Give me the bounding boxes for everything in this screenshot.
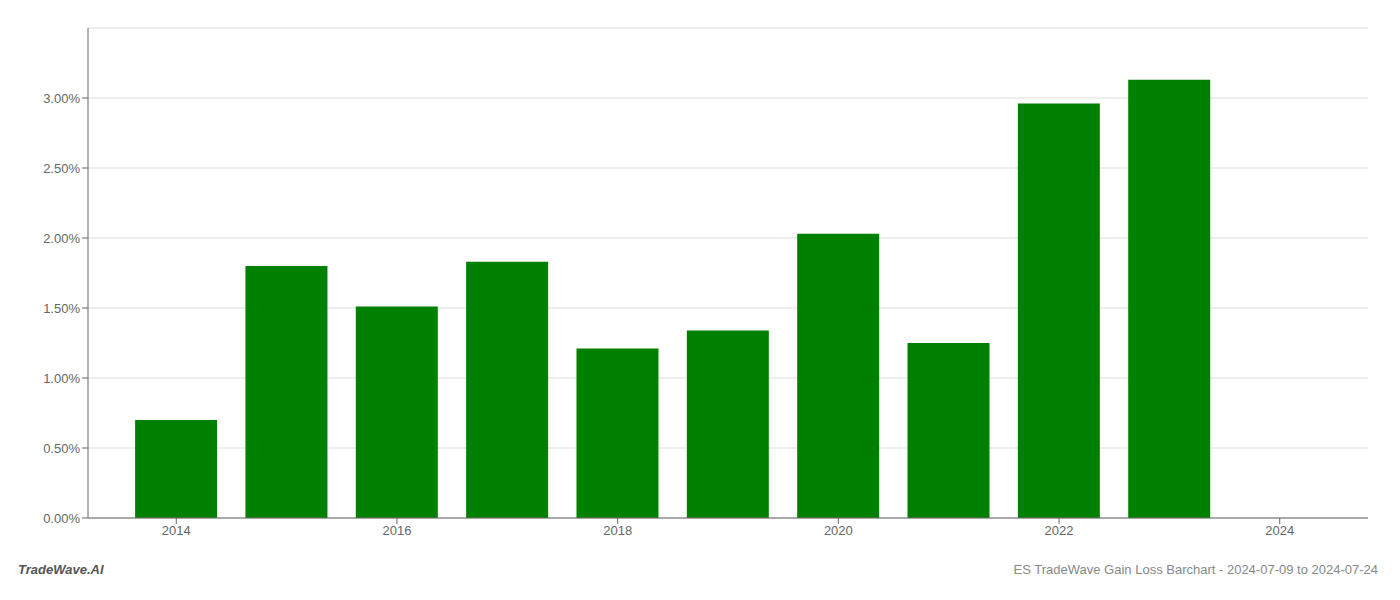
svg-text:3.00%: 3.00% bbox=[43, 91, 80, 106]
svg-text:2018: 2018 bbox=[603, 523, 632, 538]
svg-text:2016: 2016 bbox=[383, 523, 412, 538]
svg-text:2014: 2014 bbox=[162, 523, 191, 538]
html-text:TradeWave.AI: TradeWave.AI bbox=[18, 562, 104, 577]
svg-text:0.50%: 0.50% bbox=[43, 441, 80, 456]
html-text:ES TradeWave Gain Loss Barchar: ES TradeWave Gain Loss Barchart - 2024-0… bbox=[1013, 562, 1378, 577]
svg-text:2.50%: 2.50% bbox=[43, 161, 80, 176]
svg-text:2020: 2020 bbox=[824, 523, 853, 538]
svg-text:0.00%: 0.00% bbox=[43, 511, 80, 526]
svg-text:2024: 2024 bbox=[1265, 523, 1294, 538]
svg-text:2.00%: 2.00% bbox=[43, 231, 80, 246]
svg-text:2022: 2022 bbox=[1045, 523, 1074, 538]
svg-text:1.50%: 1.50% bbox=[43, 301, 80, 316]
svg-text:1.00%: 1.00% bbox=[43, 371, 80, 386]
